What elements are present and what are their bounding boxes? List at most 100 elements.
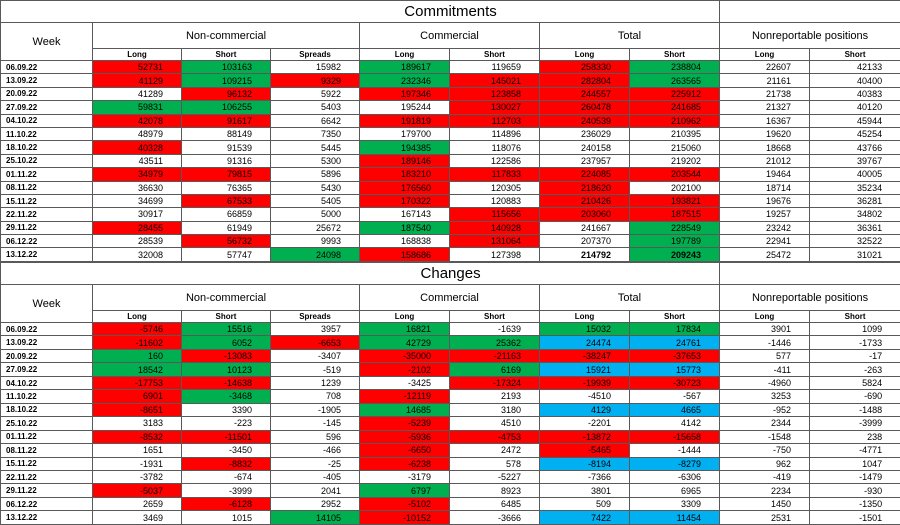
value-cell[interactable]: 1099 <box>808 321 900 337</box>
value-cell[interactable]: 241667 <box>539 220 630 236</box>
value-cell[interactable]: 34979 <box>92 167 182 182</box>
value-cell[interactable]: 43511 <box>92 153 182 169</box>
value-cell[interactable]: 258330 <box>539 59 630 75</box>
value-cell[interactable]: 114896 <box>449 126 540 142</box>
value-cell[interactable]: 28455 <box>92 220 182 236</box>
value-cell[interactable]: -35000 <box>359 348 450 364</box>
value-cell[interactable]: -12119 <box>359 389 450 404</box>
value-cell[interactable]: 145021 <box>449 73 540 88</box>
value-cell[interactable]: -5465 <box>539 443 630 458</box>
value-cell[interactable]: 32522 <box>808 234 900 249</box>
value-cell[interactable]: -19939 <box>539 375 630 391</box>
value-cell[interactable]: 225912 <box>629 86 720 102</box>
value-cell[interactable]: -674 <box>181 469 271 485</box>
value-cell[interactable]: -13083 <box>181 348 271 364</box>
value-cell[interactable]: 232346 <box>359 73 450 88</box>
value-cell[interactable]: 123858 <box>449 86 540 102</box>
value-cell[interactable]: 210426 <box>539 193 630 209</box>
value-cell[interactable]: -3468 <box>181 389 271 404</box>
value-cell[interactable]: 240158 <box>539 140 630 155</box>
value-cell[interactable]: 6169 <box>449 362 540 377</box>
value-cell[interactable]: 45254 <box>808 126 900 142</box>
value-cell[interactable]: 140928 <box>449 220 540 236</box>
value-cell[interactable]: 962 <box>719 456 810 472</box>
value-cell[interactable]: 41129 <box>92 73 182 88</box>
value-cell[interactable]: -952 <box>719 402 810 418</box>
value-cell[interactable]: 2234 <box>719 483 810 498</box>
value-cell[interactable]: 67533 <box>181 193 271 209</box>
value-cell[interactable]: 45944 <box>808 113 900 128</box>
value-cell[interactable]: -8532 <box>92 429 182 445</box>
value-cell[interactable]: 91617 <box>181 113 271 128</box>
value-cell[interactable]: 14685 <box>359 402 450 418</box>
value-cell[interactable]: 103163 <box>181 59 271 75</box>
value-cell[interactable]: -13872 <box>539 429 630 445</box>
value-cell[interactable]: 32008 <box>92 247 182 262</box>
value-cell[interactable]: 215060 <box>629 140 720 155</box>
value-cell[interactable]: 5430 <box>270 180 360 195</box>
value-cell[interactable]: 244557 <box>539 86 630 102</box>
value-cell[interactable]: -17 <box>808 348 900 364</box>
value-cell[interactable]: -4510 <box>539 389 630 404</box>
value-cell[interactable]: 41289 <box>92 86 182 102</box>
value-cell[interactable]: -21163 <box>449 348 540 364</box>
value-cell[interactable]: -10152 <box>359 510 450 525</box>
value-cell[interactable]: 34699 <box>92 193 182 209</box>
value-cell[interactable]: 596 <box>270 429 360 445</box>
value-cell[interactable]: -8279 <box>629 456 720 472</box>
value-cell[interactable]: 189146 <box>359 153 450 169</box>
value-cell[interactable]: -1905 <box>270 402 360 418</box>
value-cell[interactable]: 160 <box>92 348 182 364</box>
value-cell[interactable]: 122586 <box>449 153 540 169</box>
value-cell[interactable]: 8923 <box>449 483 540 498</box>
value-cell[interactable]: -4960 <box>719 375 810 391</box>
value-cell[interactable]: 2531 <box>719 510 810 525</box>
value-cell[interactable]: 2472 <box>449 443 540 458</box>
value-cell[interactable]: 4665 <box>629 402 720 418</box>
value-cell[interactable]: 79815 <box>181 167 271 182</box>
value-cell[interactable]: 18542 <box>92 362 182 377</box>
value-cell[interactable]: -5746 <box>92 321 182 337</box>
value-cell[interactable]: 187540 <box>359 220 450 236</box>
value-cell[interactable]: 578 <box>449 456 540 472</box>
value-cell[interactable]: 167143 <box>359 207 450 222</box>
value-cell[interactable]: 24098 <box>270 247 360 262</box>
value-cell[interactable]: -3999 <box>181 483 271 498</box>
value-cell[interactable]: 193821 <box>629 193 720 209</box>
value-cell[interactable]: -11602 <box>92 335 182 350</box>
value-cell[interactable]: 197346 <box>359 86 450 102</box>
value-cell[interactable]: 19676 <box>719 193 810 209</box>
value-cell[interactable]: 238 <box>808 429 900 445</box>
value-cell[interactable]: 1047 <box>808 456 900 472</box>
value-cell[interactable]: 17834 <box>629 321 720 337</box>
value-cell[interactable]: 5300 <box>270 153 360 169</box>
value-cell[interactable]: 179700 <box>359 126 450 142</box>
value-cell[interactable]: -30723 <box>629 375 720 391</box>
value-cell[interactable]: 2041 <box>270 483 360 498</box>
value-cell[interactable]: -1444 <box>629 443 720 458</box>
value-cell[interactable]: 3253 <box>719 389 810 404</box>
value-cell[interactable]: -37653 <box>629 348 720 364</box>
value-cell[interactable]: 19257 <box>719 207 810 222</box>
value-cell[interactable]: 120883 <box>449 193 540 209</box>
value-cell[interactable]: 197789 <box>629 234 720 249</box>
value-cell[interactable]: 2193 <box>449 389 540 404</box>
value-cell[interactable]: -1446 <box>719 335 810 350</box>
value-cell[interactable]: 76365 <box>181 180 271 195</box>
value-cell[interactable]: -405 <box>270 469 360 485</box>
value-cell[interactable]: 112703 <box>449 113 540 128</box>
value-cell[interactable]: -6653 <box>270 335 360 350</box>
value-cell[interactable]: -411 <box>719 362 810 377</box>
value-cell[interactable]: -14638 <box>181 375 271 391</box>
value-cell[interactable]: 168838 <box>359 234 450 249</box>
value-cell[interactable]: 59831 <box>92 100 182 115</box>
value-cell[interactable]: 56732 <box>181 234 271 249</box>
value-cell[interactable]: 3957 <box>270 321 360 337</box>
value-cell[interactable]: 30917 <box>92 207 182 222</box>
value-cell[interactable]: 109215 <box>181 73 271 88</box>
value-cell[interactable]: 127398 <box>449 247 540 262</box>
value-cell[interactable]: -3666 <box>449 510 540 525</box>
value-cell[interactable]: 118076 <box>449 140 540 155</box>
value-cell[interactable]: 120305 <box>449 180 540 195</box>
value-cell[interactable]: 117833 <box>449 167 540 182</box>
